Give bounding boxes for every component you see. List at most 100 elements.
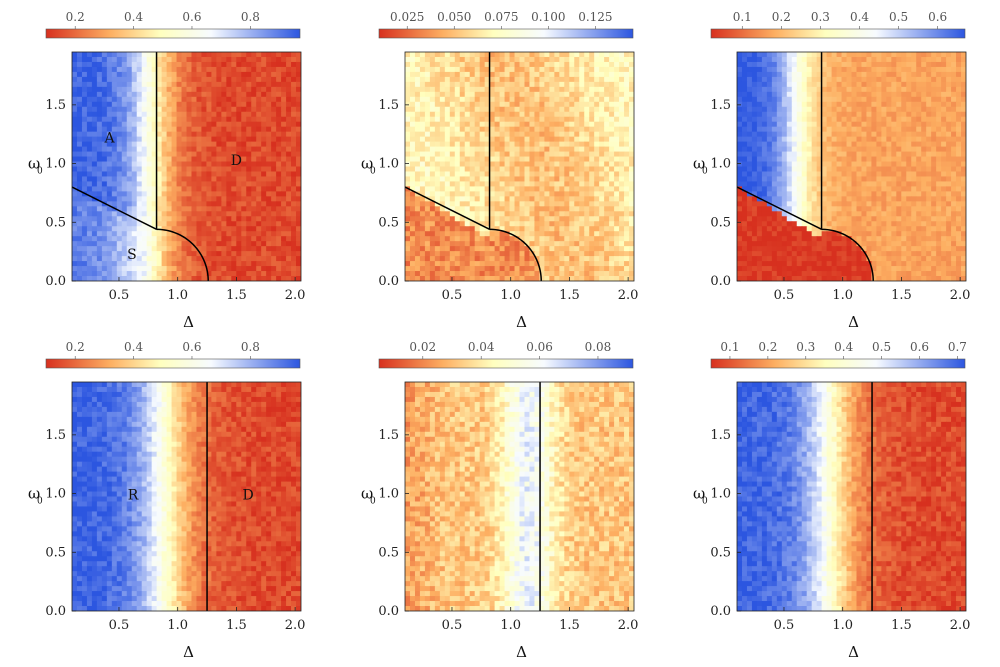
heatmap-cell: [241, 131, 247, 138]
heatmap-cell: [564, 96, 570, 103]
heatmap-cell: [509, 66, 516, 73]
heatmap-cell: [291, 121, 297, 128]
heatmap-cell: [76, 186, 83, 192]
heatmap-cell: [181, 186, 188, 192]
heatmap-cell: [181, 61, 188, 68]
heatmap-cell: [251, 186, 257, 192]
heatmap-cell: [564, 231, 570, 237]
heatmap-cell: [121, 136, 128, 143]
heatmap-cell: [509, 86, 516, 93]
heatmap-cell: [776, 116, 783, 123]
heatmap-cell: [116, 56, 123, 63]
heatmap-cell: [564, 221, 570, 227]
heatmap-cell: [584, 76, 590, 83]
heatmap-cell: [146, 171, 153, 178]
heatmap-cell: [236, 186, 242, 192]
heatmap-cell: [191, 86, 198, 93]
heatmap-cell: [434, 206, 441, 212]
heatmap-cell: [499, 191, 506, 197]
heatmap-cell: [111, 121, 118, 128]
heatmap-cell: [231, 76, 237, 83]
heatmap-cell: [464, 256, 471, 262]
heatmap-cell: [946, 91, 952, 98]
heatmap-cell: [494, 206, 501, 212]
heatmap-cell: [926, 71, 932, 78]
heatmap-cell: [449, 216, 456, 222]
heatmap-cell: [444, 111, 451, 118]
heatmap-cell: [171, 71, 178, 78]
heatmap-cell: [891, 116, 897, 123]
heatmap-cell: [246, 56, 252, 63]
heatmap-cell: [604, 101, 610, 108]
heatmap-cell: [539, 71, 545, 78]
heatmap-cell: [191, 261, 198, 267]
heatmap-cell: [931, 56, 937, 63]
heatmap-cell: [534, 86, 541, 93]
heatmap-cell: [766, 111, 773, 118]
heatmap-cell: [121, 141, 128, 148]
heatmap-cell: [281, 131, 287, 138]
heatmap-cell: [534, 256, 541, 262]
heatmap-cell: [737, 66, 743, 73]
heatmap-cell: [559, 221, 565, 227]
heatmap-cell: [101, 141, 108, 148]
heatmap-cell: [181, 71, 188, 78]
heatmap-cell: [81, 91, 88, 98]
heatmap-cell: [86, 106, 93, 113]
heatmap-cell: [554, 136, 560, 143]
heatmap-cell: [276, 96, 282, 103]
heatmap-cell: [281, 56, 287, 63]
heatmap-cell: [871, 71, 877, 78]
heatmap-cell: [599, 171, 605, 178]
heatmap-cell: [81, 111, 88, 118]
heatmap-cell: [624, 56, 630, 63]
heatmap-cell: [186, 196, 193, 202]
heatmap-cell: [499, 231, 506, 237]
heatmap-cell: [599, 231, 605, 237]
heatmap-cell: [751, 71, 758, 78]
heatmap-cell: [474, 52, 481, 58]
heatmap-cell: [291, 206, 297, 212]
heatmap-cell: [91, 256, 98, 262]
heatmap-cell: [409, 226, 416, 232]
heatmap-cell: [266, 196, 272, 202]
heatmap-cell: [166, 101, 173, 108]
heatmap-cell: [826, 101, 833, 108]
heatmap-cell: [96, 141, 103, 148]
heatmap-cell: [216, 71, 222, 78]
heatmap-cell: [584, 231, 590, 237]
heatmap-cell: [261, 121, 267, 128]
heatmap-cell: [91, 201, 98, 207]
heatmap-cell: [444, 52, 451, 58]
heatmap-cell: [479, 266, 486, 272]
heatmap-cell: [629, 191, 634, 197]
heatmap-cell: [106, 216, 113, 222]
heatmap-cell: [429, 141, 436, 148]
heatmap-cell: [529, 236, 536, 242]
heatmap-cell: [534, 121, 541, 128]
heatmap-cell: [201, 91, 208, 98]
heatmap-cell: [266, 181, 272, 188]
heatmap-cell: [459, 221, 466, 227]
heatmap-cell: [931, 66, 937, 73]
heatmap-cell: [544, 151, 550, 158]
heatmap-cell: [534, 101, 541, 108]
heatmap-cell: [81, 261, 88, 267]
heatmap-cell: [101, 111, 108, 118]
heatmap-cell: [221, 86, 227, 93]
heatmap-cell: [429, 216, 436, 222]
heatmap-cell: [921, 121, 927, 128]
heatmap-cell: [251, 171, 257, 178]
heatmap-cell: [629, 116, 634, 123]
heatmap-cell: [614, 266, 620, 272]
heatmap-cell: [181, 171, 188, 178]
heatmap-cell: [494, 121, 501, 128]
heatmap-cell: [96, 116, 103, 123]
heatmap-cell: [116, 176, 123, 183]
heatmap-cell: [564, 171, 570, 178]
heatmap-cell: [72, 126, 78, 133]
heatmap-cell: [524, 181, 531, 188]
heatmap-cell: [86, 166, 93, 173]
heatmap-cell: [589, 211, 595, 217]
heatmap-cell: [524, 156, 531, 163]
